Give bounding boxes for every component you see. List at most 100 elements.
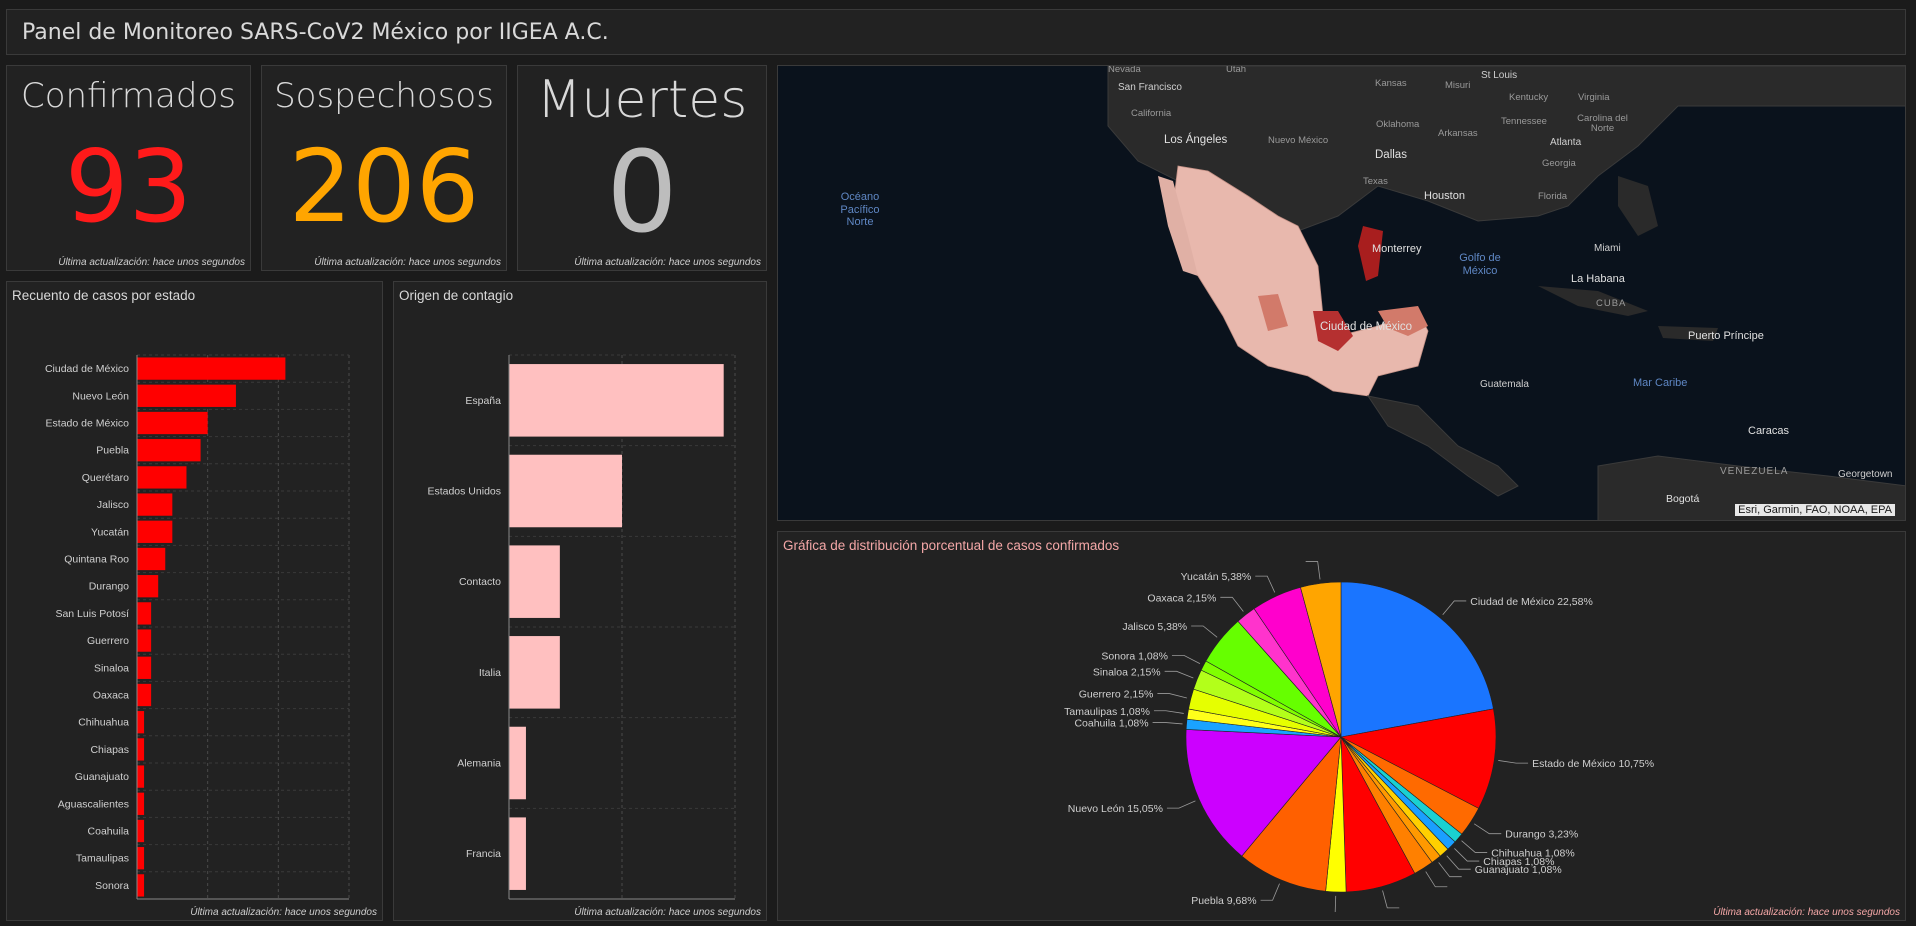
- bar: [509, 726, 526, 800]
- category-label: Coahuila: [88, 826, 130, 838]
- bar: [509, 364, 724, 437]
- leader-line: [1191, 625, 1218, 638]
- map-label: Golfo de México: [1459, 252, 1501, 277]
- slice-label: Yucatán 5,38%: [1181, 571, 1252, 583]
- category-label: Chihuahua: [78, 717, 129, 729]
- slice-label: Guanajuato 1,08%: [1475, 864, 1562, 876]
- category-label: Sinaloa: [94, 662, 129, 674]
- leader-line: [1425, 871, 1448, 888]
- bar: [509, 817, 526, 890]
- map-label: Nevada: [1108, 65, 1141, 75]
- map-label: Georgetown: [1838, 469, 1893, 480]
- slice-label: Estado de México 10,75%: [1532, 758, 1654, 770]
- indicator-value: 0: [606, 128, 678, 258]
- bar: [509, 545, 560, 618]
- map-label: St Louis: [1481, 70, 1518, 81]
- category-label: España: [465, 395, 501, 407]
- slice-label: Coahuila 1,08%: [1074, 717, 1148, 729]
- leader-line: [1153, 710, 1184, 714]
- category-label: Ciudad de México: [45, 363, 129, 375]
- map-label: Atlanta: [1550, 137, 1582, 148]
- pie-slice: [1185, 729, 1342, 857]
- pie-slice: [1241, 736, 1342, 892]
- bar: [137, 738, 145, 761]
- updated-text: Última actualización: hace unos segundos: [574, 907, 761, 918]
- indicator-value: 206: [288, 128, 480, 245]
- leader-line: [1260, 883, 1280, 901]
- map-label: Virginia: [1578, 92, 1610, 103]
- category-label: Alemania: [457, 758, 501, 770]
- leader-line: [1442, 600, 1467, 616]
- map-label: Oklahoma: [1376, 119, 1420, 130]
- leader-line: [1220, 596, 1244, 612]
- bar: [137, 819, 145, 843]
- category-label: Jalisco: [97, 499, 129, 511]
- mexico-shape: [1172, 165, 1429, 397]
- category-label: Nuevo León: [72, 390, 129, 402]
- slice-label: Sinaloa 2,15%: [1093, 666, 1161, 678]
- bar: [137, 683, 152, 707]
- leader-line: [1157, 693, 1187, 699]
- slice-label: Puebla 9,68%: [1191, 895, 1256, 907]
- category-label: Puebla: [96, 445, 129, 457]
- category-label: Aguascalientes: [58, 798, 129, 810]
- category-label: Contacto: [459, 576, 501, 588]
- category-label: Querétaro: [82, 472, 129, 484]
- bar: [137, 765, 145, 788]
- indicator-title: Sospechosos: [274, 76, 494, 116]
- states-bar-chart: 0 10 20 30 Ciudad de México Nuevo León Estado …: [45, 354, 355, 912]
- map-label: Bogotá: [1666, 493, 1700, 505]
- map-label: Mar Caribe: [1633, 377, 1688, 389]
- map-label: Los Ángeles: [1164, 134, 1228, 146]
- slice-label: Ciudad de México 22,58%: [1470, 596, 1593, 608]
- bar: [137, 357, 286, 380]
- indicator-sospechosos: Sospechosos 206 Última actualización: ha…: [261, 65, 507, 271]
- bar: [137, 575, 159, 598]
- indicator-title: Muertes: [536, 70, 748, 130]
- indicator-value: 93: [64, 128, 193, 245]
- map-label: VENEZUELA: [1720, 466, 1789, 477]
- map-panel[interactable]: Nevada Utah St Louis San Francisco Kansa…: [777, 65, 1906, 521]
- x-tick-label: 30: [343, 910, 355, 912]
- slice-label: Jalisco 5,38%: [1122, 621, 1187, 633]
- pie-slice: [1340, 708, 1497, 809]
- slice-label: Tamaulipas 1,08%: [1064, 706, 1150, 718]
- slice-label: Durango 3,23%: [1505, 829, 1578, 841]
- map-attribution[interactable]: Esri, Garmin, FAO, NOAA, EPA: [1735, 504, 1895, 516]
- leader-line: [1152, 722, 1183, 725]
- x-tick-label: 20: [616, 910, 628, 912]
- category-label: Italia: [479, 667, 501, 679]
- chart-title: Origen de contagio: [399, 288, 514, 303]
- x-tick-label: 40: [729, 910, 741, 912]
- map-label: Océano Pacífico Norte: [840, 191, 880, 229]
- bar: [137, 656, 152, 679]
- category-label: Estados Unidos: [427, 486, 501, 498]
- x-tick-label: 20: [272, 910, 284, 912]
- map-label: Ciudad de México: [1320, 321, 1413, 333]
- bar: [137, 411, 208, 435]
- nuevo-leon-region: [1358, 226, 1383, 281]
- slice-label: Sonora 1,08%: [1101, 650, 1168, 662]
- bar: [509, 636, 560, 709]
- bar: [137, 439, 201, 462]
- pie-chart: Ciudad de México 22,58% Estado de México …: [1064, 561, 1654, 912]
- cdmx-region: [1313, 311, 1353, 351]
- map-label: Texas: [1363, 176, 1388, 187]
- slice-label: Oaxaca 2,15%: [1147, 592, 1216, 604]
- map-label: Georgia: [1542, 158, 1576, 169]
- map-label: Tennessee: [1501, 116, 1547, 127]
- leader-line: [1171, 654, 1201, 665]
- slice-label: Guerrero 2,15%: [1079, 689, 1154, 701]
- leader-line: [1255, 575, 1276, 593]
- slice-label: Nuevo León 15,05%: [1068, 803, 1163, 815]
- map-label: Puerto Príncipe: [1688, 330, 1764, 342]
- x-tick-label: 10: [202, 910, 214, 912]
- map-canvas[interactable]: [778, 66, 1906, 521]
- leader-line: [1454, 848, 1480, 862]
- bar: [137, 874, 145, 897]
- map-label: Utah: [1226, 65, 1247, 75]
- map-label: La Habana: [1571, 273, 1625, 285]
- category-label: Yucatán: [91, 526, 129, 538]
- bar: [137, 847, 145, 870]
- pie-slice: [1300, 581, 1342, 738]
